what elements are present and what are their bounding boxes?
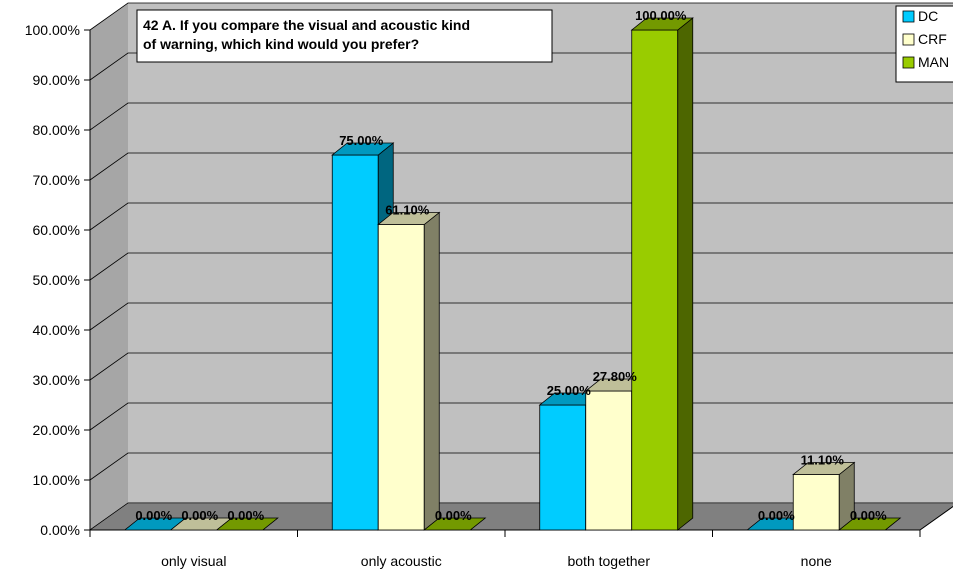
x-tick-label: none: [801, 553, 832, 569]
bar: [631, 29, 679, 531]
x-axis-depth: [919, 505, 953, 531]
data-label: 0.00%: [758, 508, 795, 523]
gridline: [89, 2, 953, 31]
bar-top: [423, 517, 487, 531]
data-label: 27.80%: [593, 369, 638, 384]
y-tick-label: 50.00%: [33, 272, 80, 288]
data-label: 61.10%: [385, 203, 430, 218]
x-tick-label: both together: [567, 553, 650, 569]
data-label: 0.00%: [135, 508, 172, 523]
x-tick-label: only acoustic: [361, 553, 442, 569]
bar-top: [838, 517, 902, 531]
data-label: 75.00%: [339, 133, 384, 148]
y-tick-label: 70.00%: [33, 172, 80, 188]
chart-title-box: [136, 9, 553, 63]
y-tick-label: 0.00%: [40, 522, 80, 538]
bar-top: [792, 462, 856, 475]
y-tick-label: 100.00%: [25, 22, 80, 38]
bar-top: [377, 212, 441, 225]
bar-side: [423, 211, 440, 531]
y-tick-label: 60.00%: [33, 222, 80, 238]
legend-label: MAN: [918, 54, 949, 70]
y-tick-label: 90.00%: [33, 72, 80, 88]
y-tick-label: 20.00%: [33, 422, 80, 438]
legend-label: DC: [918, 8, 938, 24]
bar-top: [331, 142, 395, 156]
bar: [539, 404, 587, 531]
y-tick-label: 80.00%: [33, 122, 80, 138]
data-label: 11.10%: [801, 453, 845, 468]
bar: [331, 154, 379, 531]
legend-swatch: [902, 10, 915, 23]
bar: [792, 474, 840, 531]
bar-top: [630, 17, 694, 31]
chart-title: 42 A. If you compare the visual and acou…: [143, 17, 470, 33]
bar: [377, 224, 425, 531]
bar: [585, 390, 633, 531]
data-label: 0.00%: [181, 508, 218, 523]
y-tick-label: 30.00%: [33, 372, 80, 388]
data-label: 100.00%: [635, 8, 687, 23]
bar-side: [677, 17, 694, 531]
data-label: 0.00%: [850, 508, 887, 523]
legend-swatch: [902, 33, 915, 46]
data-label: 0.00%: [227, 508, 264, 523]
y-tick-label: 40.00%: [33, 322, 80, 338]
legend-swatch: [902, 56, 915, 69]
chart-title: of warning, which kind would you prefer?: [143, 36, 419, 52]
data-label: 0.00%: [435, 508, 472, 523]
y-tick-label: 10.00%: [33, 472, 80, 488]
legend-label: CRF: [918, 31, 947, 47]
data-label: 25.00%: [547, 383, 592, 398]
bar-top: [215, 517, 279, 531]
x-tick-label: only visual: [161, 553, 226, 569]
